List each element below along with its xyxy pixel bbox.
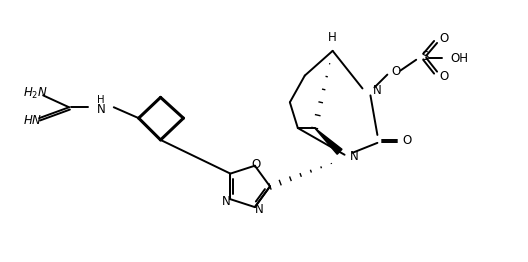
Text: N: N (254, 203, 263, 216)
Text: N: N (97, 103, 105, 116)
Text: O: O (251, 158, 260, 171)
Text: H: H (97, 95, 105, 105)
Text: OH: OH (450, 52, 468, 65)
Text: O: O (439, 70, 449, 83)
Text: N: N (372, 84, 381, 97)
Text: O: O (403, 134, 412, 148)
Text: H: H (328, 31, 337, 45)
Text: O: O (392, 65, 401, 78)
Text: $H_2N$: $H_2N$ (23, 86, 48, 101)
Text: N: N (222, 195, 231, 208)
Text: N: N (350, 150, 359, 163)
Polygon shape (315, 128, 342, 154)
Text: O: O (439, 32, 449, 46)
Text: $HN$: $HN$ (23, 114, 43, 127)
Text: S: S (421, 50, 429, 63)
